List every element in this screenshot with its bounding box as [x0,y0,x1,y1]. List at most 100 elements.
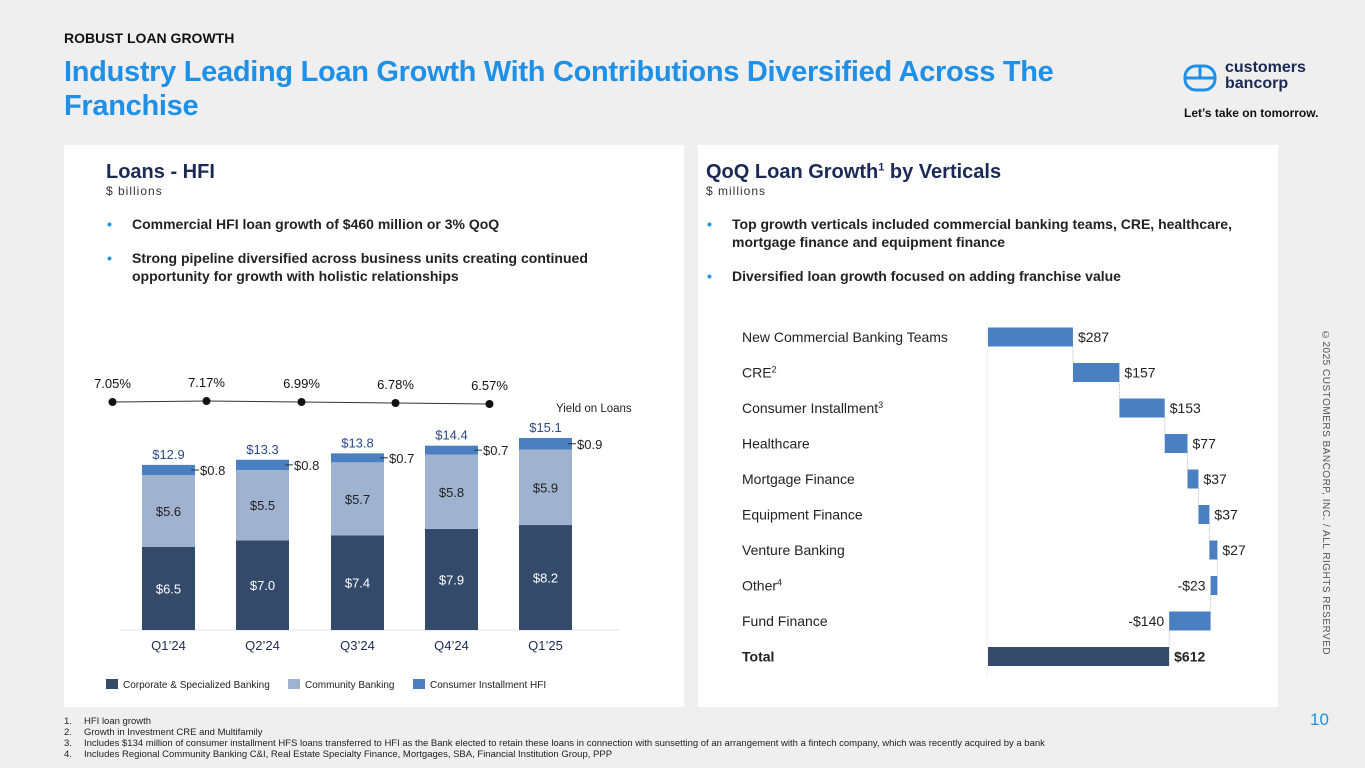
category-label: Q4’24 [434,638,469,653]
segment-label: $0.9 [577,437,602,452]
segment-label: $0.7 [483,443,508,458]
step-bar [1198,505,1210,524]
bar-segment [331,535,384,630]
category-label: Total [742,649,774,665]
yield-label: 6.99% [283,376,320,391]
value-label: -$140 [1128,613,1164,629]
bar-segment [519,525,572,630]
segment-label: $5.9 [533,480,558,495]
value-label: $37 [1214,507,1238,523]
copyright: ©2025 CUSTOMERS BANCORP, INC. / ALL RIGH… [1320,330,1331,656]
page-number: 10 [1310,710,1329,729]
segment-label: $7.9 [439,572,464,587]
logo-tagline: Let’s take on tomorrow. [1184,106,1319,120]
bar-segment [331,462,384,536]
yield-legend-label: Yield on Loans [556,403,632,415]
segment-label: $7.4 [345,576,370,591]
footnote: 2. Growth in Investment CRE and Multifami… [64,727,263,738]
value-label: $287 [1078,329,1109,345]
segment-label: $5.5 [250,498,275,513]
legend-swatch [413,679,425,689]
yield-label: 7.17% [188,375,225,390]
category-label: Equipment Finance [742,507,863,523]
value-label: $77 [1193,436,1217,452]
footnote: 1. HFI loan growth [64,716,152,727]
bar-segment [425,445,478,455]
value-label: $37 [1203,471,1227,487]
category-label: Healthcare [742,436,810,452]
category-label: Q1’25 [528,638,563,653]
total-label: $13.8 [341,435,374,450]
legend-label: Community Banking [305,680,394,691]
bar-segment [236,459,289,470]
step-bar [1209,540,1218,560]
bar-segment [519,449,572,526]
value-label: $157 [1124,365,1155,381]
category-label: New Commercial Banking Teams [742,329,948,345]
yield-point [202,397,211,405]
bullet: Top growth verticals included commercial… [706,215,1246,251]
category-label: Other4 [742,578,782,594]
legend-swatch [288,679,300,689]
step-bar [1119,398,1165,418]
category-label: Fund Finance [742,613,828,629]
segment-label: $7.0 [250,578,275,593]
value-label: -$23 [1178,578,1206,594]
step-bar [988,327,1073,347]
footnote: 4. Includes Regional Community Banking C&… [64,749,613,760]
panel-subtitle: $ billions [106,184,163,198]
value-label: $153 [1170,400,1201,416]
bar-segment [519,438,572,450]
category-label: Consumer Installment3 [742,400,883,416]
value-label: $27 [1222,542,1246,558]
category-label: Q1’24 [151,638,186,653]
waterfall-chart: New Commercial Banking Teams $287 CRE2 $157… [742,323,1246,677]
yield-point [297,398,306,406]
yield-point [485,400,494,408]
segment-label: $0.7 [389,451,414,466]
bullet: Strong pipeline diversified across busin… [106,249,646,285]
qoq-growth-panel: QoQ Loan Growth1 by Verticals $ millions… [698,145,1278,707]
segment-label: $5.8 [439,485,464,500]
panel-title: QoQ Loan Growth1 by Verticals [706,161,1002,183]
bar-segment [142,546,195,630]
bar-segment [142,475,195,547]
page-title: Industry Leading Loan Growth With Contri… [64,56,1054,122]
legend-label: Corporate & Specialized Banking [123,680,270,691]
section-kicker: ROBUST LOAN GROWTH [64,30,235,46]
total-label: $15.1 [529,420,562,435]
bullet: Diversified loan growth focused on addin… [706,267,1246,285]
segment-label: $5.6 [156,504,181,519]
segment-label: $0.8 [294,458,319,473]
loans-hfi-panel: Loans - HFI $ billions Commercial HFI lo… [64,145,684,707]
value-label: $612 [1174,649,1205,665]
bar-segment [236,540,289,630]
total-bar [988,647,1170,666]
footnote: 3. Includes $134 million of consumer inst… [64,738,1045,749]
legend-label: Consumer Installment HFI [430,680,546,691]
segment-label: $6.5 [156,581,181,596]
segment-label: $8.2 [533,571,558,586]
yield-label: 6.57% [471,378,508,393]
total-label: $14.4 [435,428,468,443]
category-label: Q2’24 [245,638,280,653]
yield-label: 7.05% [94,376,131,391]
bar-segment [425,528,478,630]
loans-stacked-bar-chart: 7.05% $6.5 $5.6 $0.8 $12.9 Q1’24 7.17% $7.0 $5.5… [94,375,632,691]
bar-segment [425,454,478,529]
logo-mark-icon [1183,64,1217,92]
yield-point [391,399,400,407]
yield-label: 6.78% [377,377,414,392]
legend-swatch [106,679,118,689]
total-label: $12.9 [152,447,185,462]
segment-label: $5.7 [345,492,370,507]
category-label: Mortgage Finance [742,471,855,487]
step-bar [1169,611,1211,631]
step-bar [1187,469,1199,489]
step-bar [1210,576,1218,595]
bar-segment [236,470,289,541]
bullet: Commercial HFI loan growth of $460 milli… [106,215,646,233]
segment-label: $0.8 [200,463,225,478]
category-label: CRE2 [742,365,777,381]
total-label: $13.3 [246,442,279,457]
